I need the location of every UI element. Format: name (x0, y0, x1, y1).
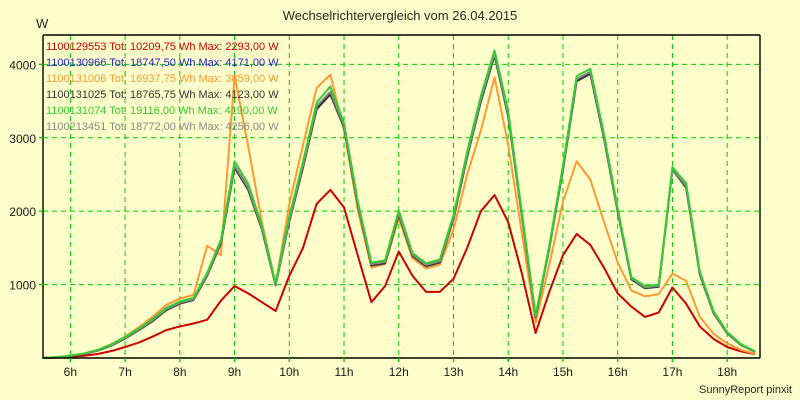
x-tick-label: 9h (228, 365, 241, 379)
chart-legend: 1100129553 Tot: 10209,75 Wh Max: 2293,00… (46, 41, 279, 133)
y-tick-label: 2000 (9, 205, 36, 219)
legend-entry-1100131006: 1100131006 Tot: 16937,75 Wh Max: 3859,00… (46, 73, 279, 85)
x-tick-label: 10h (279, 365, 299, 379)
x-tick-label: 13h (443, 365, 463, 379)
legend-entry-1100131074: 1100131074 Tot: 19116,00 Wh Max: 4190,00… (46, 105, 278, 117)
y-tick-label: 1000 (9, 279, 36, 293)
y-axis-unit-label: W (36, 16, 49, 31)
y-axis-tick-labels: 1000 2000 3000 4000 (9, 58, 43, 293)
x-tick-label: 14h (498, 365, 518, 379)
legend-entry-1100213451: 1100213451 Tot: 18772,00 Wh Max: 4256,00… (46, 121, 279, 133)
x-tick-label: 16h (608, 365, 628, 379)
legend-entry-1100131025: 1100131025 Tot: 18765,75 Wh Max: 4123,00… (46, 89, 279, 101)
legend-entry-1100130966: 1100130966 Tot: 18747,50 Wh Max: 4171,00… (46, 57, 279, 69)
data-series-group (42, 49, 756, 359)
x-tick-label: 17h (662, 365, 682, 379)
x-tick-label: 11h (334, 365, 353, 379)
page-title: Wechselrichtervergleich vom 26.04.2015 (282, 8, 518, 23)
x-tick-label: 6h (64, 365, 77, 379)
y-tick-label: 4000 (9, 58, 36, 72)
x-tick-label: 18h (717, 365, 737, 379)
footer-credit: SunnyReport pinxit (699, 384, 792, 396)
x-tick-label: 7h (118, 365, 131, 379)
x-axis-tick-labels: 6h 7h 8h 9h 10h 11h 12h 13h 14h 15h 16h 17h 18h (64, 358, 737, 379)
x-tick-label: 12h (389, 365, 409, 379)
legend-entry-1100129553: 1100129553 Tot: 10209,75 Wh Max: 2293,00… (46, 41, 279, 53)
axes (42, 34, 761, 359)
series-line-1100131074 (42, 49, 756, 359)
x-tick-label: 15h (553, 365, 573, 379)
y-tick-label: 3000 (9, 132, 36, 146)
x-tick-label: 8h (173, 365, 186, 379)
series-line-1100129553 (42, 188, 756, 359)
plot-background (43, 35, 760, 358)
